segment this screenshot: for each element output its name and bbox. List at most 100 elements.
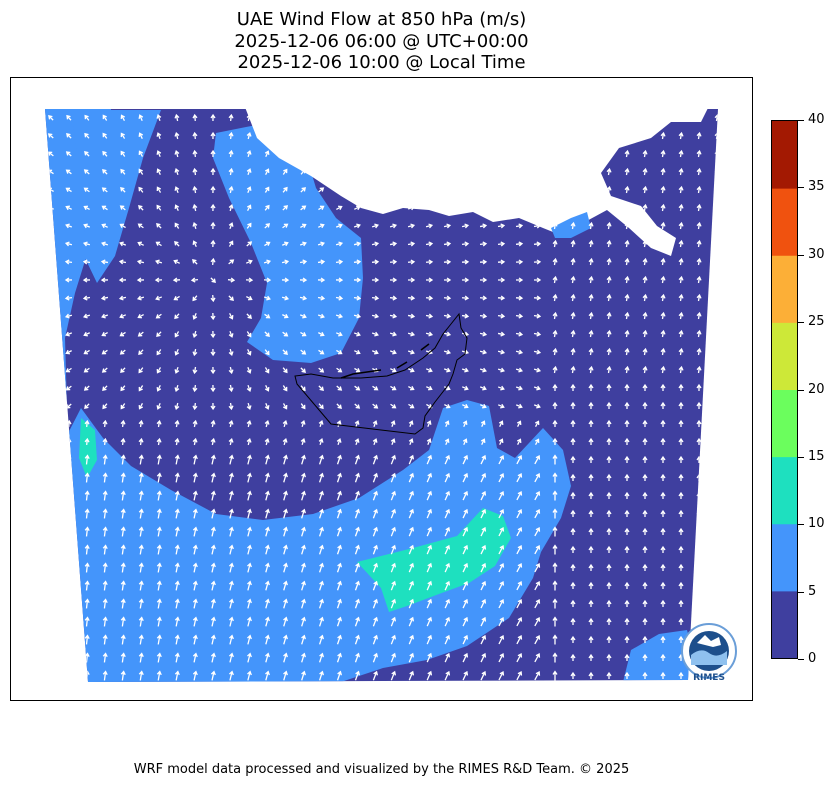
wind-arrow-icon bbox=[138, 562, 144, 573]
wind-arrow-icon bbox=[100, 259, 109, 265]
wind-arrow-icon bbox=[335, 241, 344, 247]
wind-arrow-icon bbox=[228, 402, 234, 411]
wind-arrow-icon bbox=[408, 133, 415, 139]
wind-arrow-icon bbox=[156, 437, 162, 446]
wind-arrow-icon bbox=[552, 167, 558, 176]
wind-arrow-icon bbox=[120, 367, 126, 374]
wind-arrow-icon bbox=[353, 295, 362, 301]
wind-arrow-icon bbox=[192, 222, 198, 230]
wind-arrow-icon bbox=[372, 454, 379, 465]
wind-arrow-icon bbox=[390, 652, 397, 663]
wind-arrow-icon bbox=[82, 259, 91, 265]
wind-arrow-icon bbox=[660, 257, 666, 266]
wind-arrow-icon bbox=[282, 367, 288, 374]
wind-arrow-icon bbox=[696, 581, 702, 589]
wind-arrow-icon bbox=[210, 185, 216, 194]
wind-arrow-icon bbox=[642, 545, 648, 553]
wind-arrow-icon bbox=[696, 275, 702, 284]
wind-arrow-icon bbox=[228, 634, 234, 645]
wind-arrow-icon bbox=[570, 239, 576, 248]
wind-arrow-icon bbox=[156, 652, 162, 663]
wind-arrow-icon bbox=[498, 508, 505, 519]
wind-arrow-icon bbox=[192, 508, 198, 519]
wind-arrow-icon bbox=[714, 347, 718, 356]
wind-arrow-icon bbox=[353, 223, 361, 229]
wind-arrow-icon bbox=[119, 223, 126, 229]
wind-arrow-icon bbox=[138, 150, 144, 157]
wind-arrow-icon bbox=[480, 580, 487, 591]
wind-arrow-icon bbox=[228, 167, 234, 176]
wind-arrow-icon bbox=[678, 221, 684, 230]
wind-arrow-icon bbox=[533, 277, 542, 283]
wind-arrow-icon bbox=[336, 438, 342, 446]
wind-arrow-icon bbox=[678, 635, 684, 643]
wind-arrow-icon bbox=[318, 616, 324, 627]
wind-arrow-icon bbox=[301, 652, 306, 663]
wind-arrow-icon bbox=[425, 223, 434, 229]
wind-arrow-icon bbox=[228, 348, 234, 357]
wind-arrow-icon bbox=[118, 295, 127, 301]
wind-arrow-icon bbox=[678, 401, 684, 409]
wind-arrow-icon bbox=[245, 277, 254, 283]
wind-arrow-icon bbox=[154, 277, 163, 283]
wind-arrow-icon bbox=[317, 241, 325, 247]
wind-arrow-icon bbox=[462, 115, 469, 121]
wind-arrow-icon bbox=[354, 114, 360, 121]
wind-arrow-icon bbox=[533, 313, 542, 319]
wind-arrow-icon bbox=[515, 295, 524, 301]
wind-arrow-icon bbox=[192, 580, 198, 591]
wind-arrow-icon bbox=[174, 384, 180, 392]
wind-arrow-icon bbox=[533, 133, 541, 139]
wind-arrow-icon bbox=[300, 150, 306, 157]
wind-arrow-icon bbox=[498, 652, 505, 663]
wind-arrow-icon bbox=[479, 349, 488, 355]
wind-arrow-icon bbox=[570, 635, 576, 643]
wind-arrow-icon bbox=[264, 349, 270, 356]
wind-arrow-icon bbox=[156, 114, 162, 122]
wind-map-canvas bbox=[45, 109, 718, 682]
wind-arrow-icon bbox=[533, 295, 542, 301]
wind-arrow-icon bbox=[66, 616, 72, 627]
wind-arrow-icon bbox=[372, 544, 379, 555]
wind-arrow-icon bbox=[497, 151, 505, 157]
wind-arrow-icon bbox=[660, 311, 666, 320]
wind-arrow-icon bbox=[47, 367, 54, 373]
wind-arrow-icon bbox=[497, 169, 505, 175]
map-title-line1: UAE Wind Flow at 850 hPa (m/s) bbox=[236, 9, 527, 30]
wind-arrow-icon bbox=[498, 544, 505, 555]
wind-arrow-icon bbox=[120, 562, 126, 573]
wind-arrow-icon bbox=[282, 223, 289, 229]
wind-arrow-icon bbox=[678, 383, 684, 391]
wind-arrow-icon bbox=[156, 634, 162, 645]
wind-arrow-icon bbox=[64, 313, 73, 319]
wind-arrow-icon bbox=[372, 403, 379, 409]
wind-arrow-icon bbox=[101, 367, 108, 373]
wind-arrow-icon bbox=[138, 544, 144, 555]
wind-arrow-icon bbox=[696, 311, 702, 320]
wind-arrow-icon bbox=[247, 472, 252, 483]
wind-arrow-icon bbox=[247, 634, 252, 645]
wind-arrow-icon bbox=[480, 151, 487, 157]
wind-arrow-icon bbox=[461, 385, 469, 391]
wind-arrow-icon bbox=[354, 169, 361, 175]
wind-arrow-icon bbox=[497, 259, 506, 265]
wind-arrow-icon bbox=[606, 671, 612, 679]
wind-arrow-icon bbox=[318, 526, 324, 537]
wind-arrow-icon bbox=[444, 472, 451, 483]
wind-arrow-icon bbox=[552, 239, 558, 248]
wind-arrow-icon bbox=[192, 454, 198, 465]
wind-arrow-icon bbox=[443, 241, 452, 247]
wind-arrow-icon bbox=[714, 275, 718, 284]
wind-arrow-icon bbox=[82, 295, 91, 301]
wind-arrow-icon bbox=[137, 223, 144, 229]
wind-arrow-icon bbox=[426, 526, 433, 537]
wind-arrow-icon bbox=[516, 454, 523, 465]
wind-arrow-icon bbox=[264, 402, 270, 410]
wind-arrow-icon bbox=[515, 169, 523, 175]
wind-arrow-icon bbox=[119, 205, 126, 211]
wind-arrow-icon bbox=[588, 653, 594, 661]
wind-arrow-icon bbox=[480, 670, 487, 681]
wind-arrow-icon bbox=[390, 490, 397, 501]
wind-arrow-icon bbox=[300, 403, 306, 410]
wind-arrow-icon bbox=[642, 347, 648, 356]
